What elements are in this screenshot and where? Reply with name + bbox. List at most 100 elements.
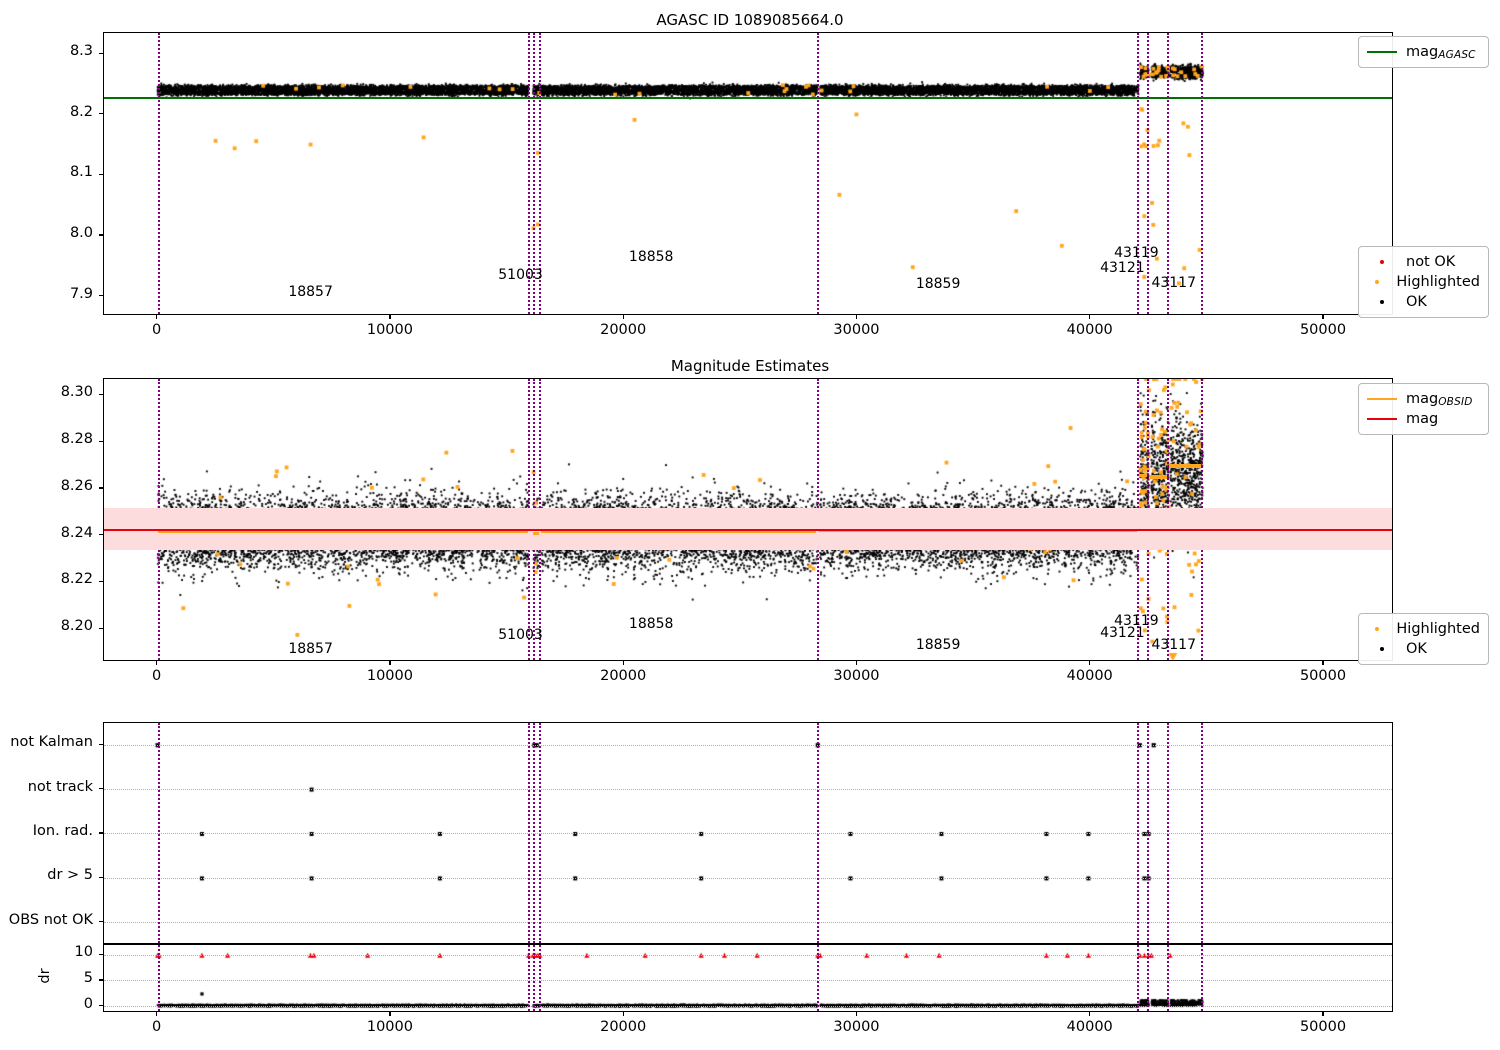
- dr-axis-label: dr: [37, 968, 53, 984]
- mag-obsid-segment: [540, 529, 817, 533]
- obsid-divider-line: [1201, 945, 1203, 1011]
- dr-tickmark: [99, 953, 103, 955]
- dr-gridline: [104, 980, 1392, 982]
- dr-tick-label: 5: [83, 970, 93, 987]
- x-tickmark: [156, 661, 158, 665]
- flag-row-label: Ion. rad.: [32, 823, 93, 839]
- obsid-divider-line: [157, 723, 160, 943]
- legend-label-not-ok: not OK: [1406, 254, 1456, 270]
- obsid-divider-line: [816, 33, 819, 314]
- flags-axes: [103, 722, 1393, 944]
- obsid-label: 51003: [498, 267, 543, 284]
- point-class-legend[interactable]: not OK Highlighted OK: [1358, 246, 1489, 318]
- x-tickmark: [622, 1012, 624, 1016]
- obsid-label: 18859: [915, 636, 961, 653]
- y-tickmark: [99, 113, 103, 115]
- flag-gridline: [104, 922, 1392, 924]
- dr-tickmark: [99, 979, 103, 981]
- y-tick-label: 8.2: [69, 103, 93, 120]
- highlighted-dot-swatch: [1367, 274, 1387, 290]
- x-tickmark: [156, 1012, 158, 1016]
- legend-entry-not-ok: not OK: [1367, 252, 1480, 272]
- y-tickmark: [99, 487, 103, 489]
- x-tickmark: [622, 661, 624, 665]
- legend-entry-mag-agasc: magAGASC: [1367, 42, 1480, 62]
- dr-scatter-canvas: [104, 945, 1392, 1011]
- x-tickmark: [1322, 315, 1324, 319]
- y-tickmark: [99, 832, 103, 834]
- y-tick-label: 8.20: [60, 618, 93, 635]
- x-tickmark: [855, 661, 858, 665]
- mag-agasc-legend[interactable]: magAGASC: [1358, 36, 1489, 68]
- y-tick-label: 8.30: [60, 384, 93, 401]
- legend-entry-highlighted: Highlighted: [1367, 272, 1480, 292]
- x-tick-label: 50000: [1299, 322, 1347, 338]
- x-tick-label: 0: [152, 1019, 162, 1035]
- x-tickmark: [389, 1012, 391, 1016]
- dr-tick-label: 0: [83, 995, 93, 1012]
- obsid-label: 18858: [628, 249, 674, 266]
- y-tickmark: [99, 921, 103, 923]
- x-tickmark: [1089, 661, 1091, 665]
- x-tick-label: 30000: [833, 668, 880, 684]
- legend-label-mag-obsid: magOBSID: [1406, 390, 1473, 408]
- legend-label-mag: mag: [1406, 411, 1439, 427]
- legend-label-ok-2: OK: [1406, 641, 1427, 657]
- x-tick-label: 0: [152, 322, 162, 338]
- agasc-magnitude-axes: [103, 32, 1393, 315]
- obsid-divider-line: [539, 945, 542, 1011]
- flag-row-label: OBS not OK: [8, 911, 93, 928]
- obsid-label: 43119: [1114, 613, 1159, 630]
- legend-entry-mag-obsid: magOBSID: [1367, 389, 1480, 409]
- page-title: AGASC ID 1089085664.0: [656, 11, 844, 29]
- y-tick-label: 8.1: [69, 164, 93, 181]
- obsid-divider-line: [1136, 723, 1139, 943]
- point-class-legend-2[interactable]: Highlighted OK: [1358, 613, 1489, 665]
- legend-entry-mag: mag: [1367, 409, 1480, 429]
- legend-entry-highlighted-2: Highlighted: [1367, 619, 1480, 639]
- obsid-divider-line: [1201, 33, 1203, 314]
- y-tickmark: [99, 52, 103, 54]
- x-tick-label: 20000: [600, 668, 647, 684]
- y-tickmark: [99, 627, 103, 629]
- obsid-label: 43117: [1151, 636, 1196, 653]
- obsid-label: 51003: [498, 627, 543, 644]
- flag-row-label: not track: [27, 778, 93, 795]
- obsid-divider-line: [527, 945, 530, 1011]
- x-tickmark: [389, 315, 391, 319]
- obsid-label: 43119: [1114, 245, 1159, 262]
- x-tick-label: 10000: [366, 668, 413, 684]
- obsid-divider-line: [157, 945, 160, 1011]
- dr-gridline: [104, 954, 1392, 956]
- mag-agasc-line-swatch: [1367, 51, 1397, 53]
- ok-dot-swatch-2: [1367, 641, 1397, 657]
- x-tick-label: 40000: [1066, 1019, 1113, 1035]
- obsid-divider-line: [157, 33, 160, 314]
- y-tick-label: 8.28: [60, 431, 93, 448]
- mag-agasc-reference-line: [104, 96, 1392, 99]
- obsid-divider-line: [532, 945, 535, 1011]
- obsid-label: 43121: [1100, 625, 1145, 642]
- y-tickmark: [99, 295, 103, 297]
- obsid-divider-line: [816, 945, 819, 1011]
- obsid-divider-line: [1146, 945, 1149, 1011]
- obsid-divider-line: [527, 33, 530, 314]
- x-tick-label: 50000: [1299, 1019, 1347, 1035]
- highlighted-dot-swatch-2: [1367, 621, 1387, 637]
- flag-row-label: not Kalman: [10, 734, 93, 751]
- obsid-label: 43121: [1100, 259, 1145, 276]
- y-tickmark: [99, 173, 103, 175]
- x-tick-label: 30000: [833, 1019, 880, 1035]
- y-tick-label: 7.9: [69, 285, 93, 302]
- legend-label-mag-agasc: magAGASC: [1406, 43, 1476, 61]
- legend-label-highlighted-2: Highlighted: [1396, 621, 1480, 637]
- mag-lines-legend[interactable]: magOBSID mag: [1358, 383, 1489, 435]
- dr-tick-label: 10: [74, 944, 93, 961]
- y-tickmark: [99, 788, 103, 790]
- y-tickmark: [99, 743, 103, 745]
- agasc-scatter-canvas: [104, 33, 1392, 314]
- obsid-label: 43117: [1151, 275, 1196, 292]
- obsid-divider-line: [527, 723, 530, 943]
- dr-tickmark: [99, 1005, 103, 1007]
